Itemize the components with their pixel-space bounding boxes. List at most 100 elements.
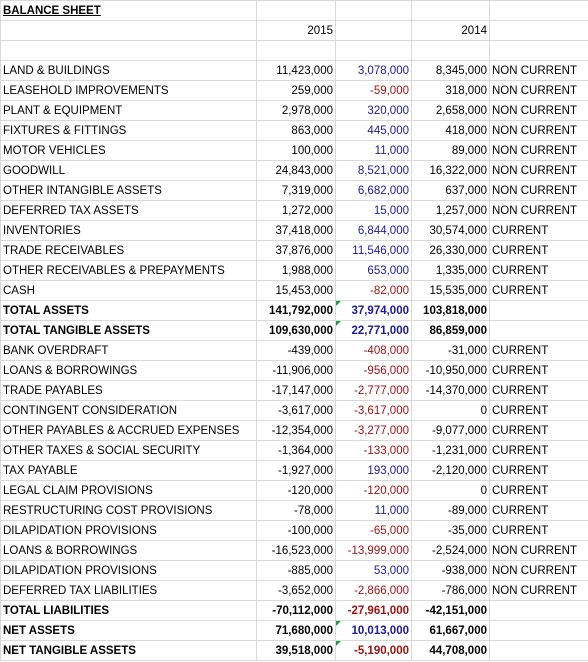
change-value: 53,000 — [335, 560, 412, 581]
row-label: DEFERRED TAX ASSETS — [0, 200, 257, 221]
value-2015: 37,418,000 — [256, 220, 336, 241]
value-2015: 11,423,000 — [256, 60, 336, 81]
row-label: LAND & BUILDINGS — [0, 60, 257, 81]
change-value: -65,000 — [335, 520, 412, 541]
classification — [489, 300, 588, 321]
classification: CURRENT — [489, 520, 588, 541]
classification: NON CURRENT — [489, 140, 588, 161]
value-2015: 141,792,000 — [256, 300, 336, 321]
value-2015: 1,272,000 — [256, 200, 336, 221]
value-2014: 8,345,000 — [411, 60, 490, 81]
year-header: 2015 — [256, 20, 336, 41]
value-2015: 109,630,000 — [256, 320, 336, 341]
change-value: -59,000 — [335, 80, 412, 101]
value-2014: 637,000 — [411, 180, 490, 201]
classification: CURRENT — [489, 500, 588, 521]
classification — [489, 640, 588, 661]
row-label: LEGAL CLAIM PROVISIONS — [0, 480, 257, 501]
classification: CURRENT — [489, 440, 588, 461]
cell — [0, 20, 257, 41]
change-value: 8,521,000 — [335, 160, 412, 181]
classification: CURRENT — [489, 260, 588, 281]
value-2014: 15,535,000 — [411, 280, 490, 301]
data-row: GOODWILL 24,843,000 8,521,000 16,322,000 NON… — [0, 160, 588, 181]
data-row: TAX PAYABLE -1,927,000 193,000 -2,120,000 CU… — [0, 460, 588, 481]
data-row: INVENTORIES 37,418,000 6,844,000 30,574,000… — [0, 220, 588, 241]
data-row: DILAPIDATION PROVISIONS -885,000 53,000 -93… — [0, 560, 588, 581]
change-value: 6,844,000 — [335, 220, 412, 241]
data-row: LEASEHOLD IMPROVEMENTS 259,000 -59,000 318,… — [0, 80, 588, 101]
value-2015: 1,988,000 — [256, 260, 336, 281]
value-2015: 100,000 — [256, 140, 336, 161]
value-2014: -2,120,000 — [411, 460, 490, 481]
year-header: 2014 — [411, 20, 490, 41]
data-row: OTHER PAYABLES & ACCRUED EXPENSES -12,354… — [0, 420, 588, 441]
data-row: DILAPIDATION PROVISIONS -100,000 -65,000 -3… — [0, 520, 588, 541]
value-2014: -35,000 — [411, 520, 490, 541]
change-value: -3,617,000 — [335, 400, 412, 421]
change-value: 653,000 — [335, 260, 412, 281]
row-label: CONTINGENT CONSIDERATION — [0, 400, 257, 421]
change-value: 3,078,000 — [335, 60, 412, 81]
change-value: -82,000 — [335, 280, 412, 301]
data-row: LEGAL CLAIM PROVISIONS -120,000 -120,000 0 C… — [0, 480, 588, 501]
row-label: LEASEHOLD IMPROVEMENTS — [0, 80, 257, 101]
row-label: TRADE PAYABLES — [0, 380, 257, 401]
value-2014: 1,257,000 — [411, 200, 490, 221]
row-label: TRADE RECEIVABLES — [0, 240, 257, 261]
value-2014: -9,077,000 — [411, 420, 490, 441]
data-row: CASH 15,453,000 -82,000 15,535,000 CURRENT — [0, 280, 588, 301]
data-row: OTHER TAXES & SOCIAL SECURITY -1,364,000-… — [0, 440, 588, 461]
change-value: 193,000 — [335, 460, 412, 481]
cell — [411, 0, 490, 21]
data-row: LAND & BUILDINGS 11,423,000 3,078,000 8,345… — [0, 60, 588, 81]
classification: CURRENT — [489, 380, 588, 401]
cell — [411, 40, 490, 61]
value-2015: 259,000 — [256, 80, 336, 101]
value-2014: -14,370,000 — [411, 380, 490, 401]
classification: CURRENT — [489, 460, 588, 481]
row-label: OTHER INTANGIBLE ASSETS — [0, 180, 257, 201]
cell — [489, 40, 588, 61]
classification: NON CURRENT — [489, 200, 588, 221]
blank-row — [0, 40, 588, 61]
classification: NON CURRENT — [489, 580, 588, 601]
value-2015: 15,453,000 — [256, 280, 336, 301]
cell — [256, 40, 336, 61]
cell — [335, 40, 412, 61]
row-label: OTHER TAXES & SOCIAL SECURITY — [0, 440, 257, 461]
row-label: INVENTORIES — [0, 220, 257, 241]
value-2015: -1,364,000 — [256, 440, 336, 461]
value-2014: 418,000 — [411, 120, 490, 141]
change-value: -5,190,000 — [335, 640, 412, 661]
classification: CURRENT — [489, 480, 588, 501]
data-row: TRADE PAYABLES -17,147,000 -2,777,000 -14,3… — [0, 380, 588, 401]
row-label: OTHER PAYABLES & ACCRUED EXPENSES — [0, 420, 257, 441]
value-2015: 71,680,000 — [256, 620, 336, 641]
value-2014: 26,330,000 — [411, 240, 490, 261]
data-row: PLANT & EQUIPMENT 2,978,000 320,000 2,658,0… — [0, 100, 588, 121]
change-value: 37,974,000 — [335, 300, 412, 321]
value-2014: 30,574,000 — [411, 220, 490, 241]
change-value: 22,771,000 — [335, 320, 412, 341]
classification: CURRENT — [489, 280, 588, 301]
data-row: LOANS & BORROWINGS -16,523,000 -13,999,000… — [0, 540, 588, 561]
row-label: NET TANGIBLE ASSETS — [0, 640, 257, 661]
change-value: 15,000 — [335, 200, 412, 221]
value-2015: 863,000 — [256, 120, 336, 141]
change-value: 6,682,000 — [335, 180, 412, 201]
change-value: 320,000 — [335, 100, 412, 121]
value-2015: -3,617,000 — [256, 400, 336, 421]
value-2015: -100,000 — [256, 520, 336, 541]
classification: CURRENT — [489, 360, 588, 381]
value-2014: 61,667,000 — [411, 620, 490, 641]
value-2015: -78,000 — [256, 500, 336, 521]
classification: NON CURRENT — [489, 180, 588, 201]
classification — [489, 620, 588, 641]
value-2014: 89,000 — [411, 140, 490, 161]
value-2014: -31,000 — [411, 340, 490, 361]
value-2014: 0 — [411, 480, 490, 501]
change-value: 11,000 — [335, 500, 412, 521]
data-row: DEFERRED TAX ASSETS 1,272,000 15,000 1,257,… — [0, 200, 588, 221]
